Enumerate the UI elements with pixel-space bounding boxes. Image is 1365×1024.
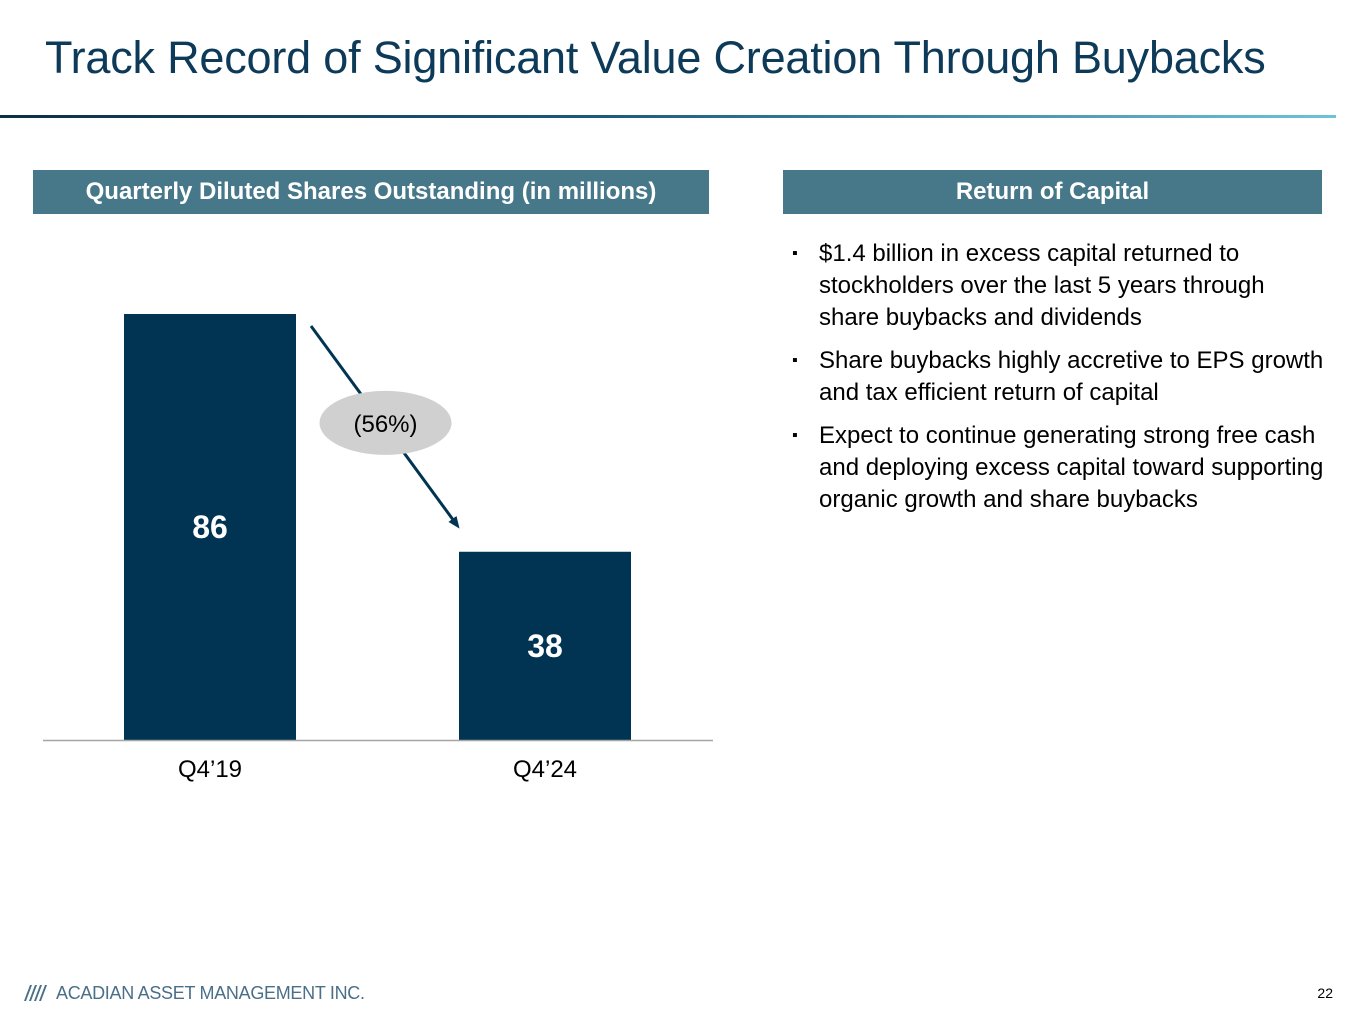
x-tick-label: Q4’24 xyxy=(513,756,577,783)
bullet-marker: ▪ xyxy=(792,245,798,262)
bullet-item: ▪ Share buybacks highly accretive to EPS … xyxy=(790,345,1330,409)
return-of-capital-header: Return of Capital xyxy=(783,170,1322,214)
bar-q424 xyxy=(459,551,631,740)
company-name: ACADIAN ASSET MANAGEMENT INC. xyxy=(56,982,365,1003)
acadian-stripes-logo-icon xyxy=(24,985,47,1001)
company-logo: ACADIAN ASSET MANAGEMENT INC. xyxy=(24,983,365,1003)
title-divider xyxy=(0,115,1336,118)
x-tick-label: Q4’19 xyxy=(178,756,242,783)
bar-q419 xyxy=(124,314,296,740)
return-of-capital-bullets: ▪ $1.4 billion in excess capital returned… xyxy=(790,238,1330,527)
chart-panel-header: Quarterly Diluted Shares Outstanding (in… xyxy=(33,170,709,214)
bullet-marker: ▪ xyxy=(792,352,798,369)
bullet-text: Share buybacks highly accretive to EPS g… xyxy=(819,347,1324,406)
bars-layer xyxy=(124,314,631,740)
bar-data-label: 86 xyxy=(192,509,228,545)
change-bubble xyxy=(319,390,452,455)
page-number: 22 xyxy=(1317,985,1333,1001)
bullet-marker: ▪ xyxy=(792,427,798,444)
bar-data-label: 38 xyxy=(527,628,563,664)
change-annotation: (56%) xyxy=(309,325,460,529)
shares-outstanding-chart: (56%) 86 Q4’19 38 Q4’24 xyxy=(43,314,713,783)
bullet-text: Expect to continue generating strong fre… xyxy=(819,422,1324,513)
bullet-item: ▪ Expect to continue generating strong fr… xyxy=(790,420,1330,516)
bullet-item: ▪ $1.4 billion in excess capital returned… xyxy=(790,238,1330,334)
labels-layer: 86 Q4’19 38 Q4’24 xyxy=(178,509,577,783)
bullet-text: $1.4 billion in excess capital returned … xyxy=(819,240,1265,331)
slide-title: Track Record of Significant Value Creati… xyxy=(45,32,1266,83)
change-percent-label: (56%) xyxy=(353,411,417,438)
